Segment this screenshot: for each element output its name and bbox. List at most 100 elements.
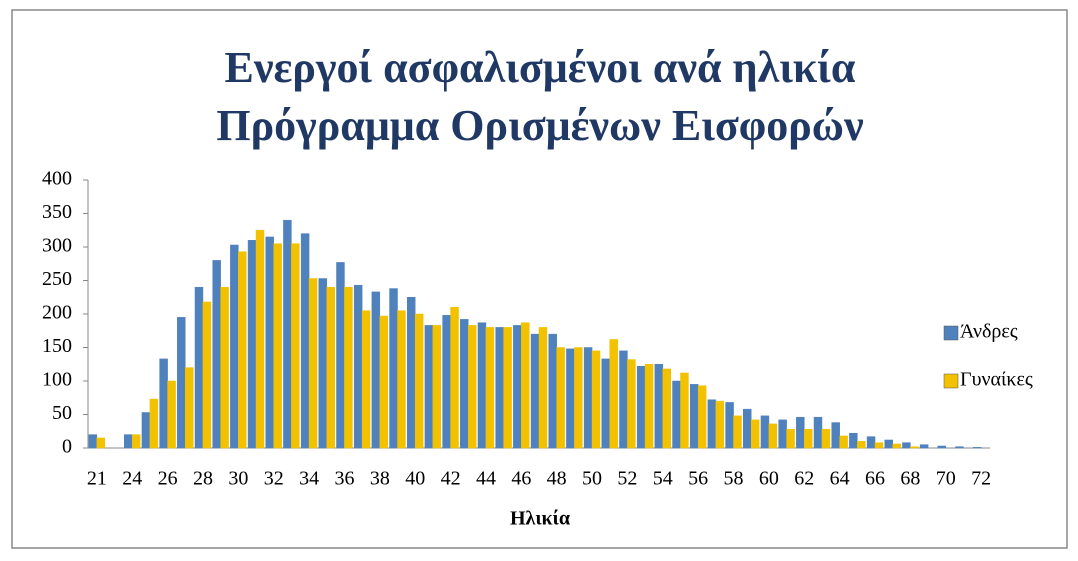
bar <box>636 366 646 449</box>
bar <box>159 358 168 449</box>
x-tick-label: 64 <box>830 468 850 490</box>
bar <box>495 327 504 449</box>
y-tick-label: 300 <box>42 235 72 257</box>
bar <box>397 310 406 449</box>
bar <box>556 347 565 449</box>
bar <box>601 358 610 449</box>
bar <box>336 262 345 449</box>
x-tick-label: 70 <box>936 468 956 490</box>
bar <box>247 240 257 449</box>
bar <box>361 310 371 449</box>
y-tick-label: 50 <box>52 402 72 424</box>
bar <box>574 347 583 449</box>
bar <box>220 286 229 449</box>
y-tick-label: 400 <box>42 168 72 190</box>
bar <box>548 333 557 449</box>
bar <box>866 436 876 449</box>
y-tick-label: 350 <box>42 201 72 223</box>
bar <box>353 284 363 449</box>
x-tick-label: 26 <box>158 468 178 490</box>
bar <box>460 319 469 449</box>
bar <box>230 244 239 449</box>
bar <box>654 364 664 449</box>
bar <box>149 398 159 449</box>
x-tick-label: 34 <box>299 468 319 490</box>
bar <box>185 367 194 449</box>
bar <box>283 219 292 449</box>
bar <box>344 286 353 449</box>
x-tick-label: 40 <box>405 468 425 490</box>
bar <box>485 327 495 449</box>
x-tick-label: 46 <box>511 468 531 490</box>
bar <box>194 286 204 449</box>
bar <box>760 415 770 449</box>
bar <box>318 278 328 449</box>
chart-title: Ενεργοί ασφαλισμένοι ανά ηλικία <box>225 43 856 92</box>
bar <box>591 350 601 449</box>
x-tick-label: 30 <box>228 468 248 490</box>
bar <box>892 443 901 449</box>
bar <box>530 333 540 449</box>
x-tick-label: 52 <box>617 468 637 490</box>
bar <box>326 286 335 449</box>
bar <box>141 412 151 449</box>
x-tick-label: 44 <box>476 468 496 490</box>
x-tick-label: 72 <box>971 468 991 490</box>
bar <box>743 408 752 449</box>
bar <box>778 419 787 449</box>
bar <box>672 380 681 449</box>
bar <box>88 434 98 449</box>
bar <box>414 313 424 449</box>
bar <box>715 400 725 449</box>
x-tick-label: 60 <box>759 468 779 490</box>
bar <box>308 278 318 449</box>
bar <box>424 325 434 449</box>
bar <box>379 315 389 449</box>
bar <box>902 442 911 449</box>
bar <box>697 385 707 449</box>
bar <box>680 372 689 449</box>
x-tick-label: 24 <box>122 468 142 490</box>
bar <box>468 325 477 449</box>
bar <box>450 307 459 449</box>
bar <box>839 435 848 449</box>
bar <box>131 434 141 449</box>
bar <box>371 291 381 449</box>
x-axis-title: Ηλικία <box>510 508 570 530</box>
bar <box>937 445 947 449</box>
legend-swatch <box>943 325 959 341</box>
x-tick-label: 28 <box>193 468 213 490</box>
bar <box>212 260 221 449</box>
bar <box>955 446 964 449</box>
bar <box>874 442 884 449</box>
bar <box>521 322 530 449</box>
bar <box>689 384 699 449</box>
bar <box>513 325 522 449</box>
bar <box>786 428 795 449</box>
legend-swatch <box>943 373 959 389</box>
bar <box>796 416 805 449</box>
x-tick-label: 54 <box>653 468 673 490</box>
bar <box>733 415 742 449</box>
bar <box>538 327 548 449</box>
x-tick-label: 36 <box>334 468 354 490</box>
x-tick-label: 32 <box>264 468 284 490</box>
bar <box>804 428 813 449</box>
x-tick-label: 56 <box>688 468 708 490</box>
bar <box>849 433 858 449</box>
bar <box>627 359 636 449</box>
x-tick-label: 38 <box>370 468 390 490</box>
bar <box>662 368 672 449</box>
bar <box>432 325 442 449</box>
bar <box>124 434 133 449</box>
bar <box>910 446 919 449</box>
bar <box>238 251 247 449</box>
bar <box>406 297 416 449</box>
bar <box>202 301 212 449</box>
chart-border <box>11 9 1068 549</box>
bar <box>273 243 282 449</box>
bar <box>831 422 840 449</box>
bar <box>768 423 778 449</box>
bar <box>167 380 176 449</box>
